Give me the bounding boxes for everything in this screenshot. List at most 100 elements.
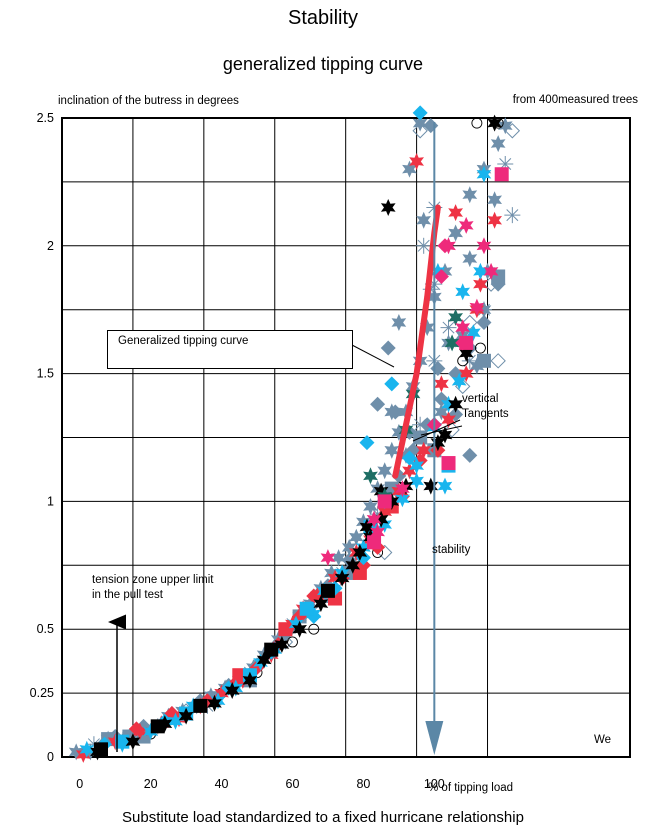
data-point — [412, 105, 428, 121]
data-point — [313, 595, 329, 613]
data-point — [75, 745, 91, 763]
data-point — [430, 262, 446, 280]
data-point — [308, 623, 320, 635]
data-point — [434, 403, 449, 421]
data-point — [306, 588, 322, 604]
y-tick-label: 0.5 — [37, 622, 54, 636]
generalized-tipping-curve-callout: Generalized tipping curve — [107, 330, 353, 369]
data-point — [193, 698, 208, 713]
y-tick-label: 2 — [47, 239, 54, 253]
data-point — [334, 569, 350, 587]
data-point — [434, 375, 449, 393]
data-point — [299, 601, 314, 616]
data-point — [370, 396, 386, 412]
data-point — [292, 620, 307, 638]
data-point — [264, 642, 279, 657]
data-point — [433, 268, 449, 284]
data-point — [380, 340, 396, 356]
data-point — [473, 262, 488, 280]
data-point — [466, 324, 481, 342]
data-point — [402, 450, 418, 466]
data-point — [224, 682, 240, 699]
data-point — [487, 191, 502, 209]
data-point — [168, 712, 183, 730]
data-point — [79, 740, 95, 758]
x-tick-label: 20 — [144, 777, 158, 791]
data-point — [437, 262, 453, 280]
plot-frame — [61, 117, 631, 758]
data-point — [356, 513, 371, 531]
data-point — [359, 518, 375, 536]
data-point — [150, 719, 165, 734]
data-point — [331, 549, 346, 567]
data-point — [490, 135, 506, 153]
data-point — [458, 365, 474, 383]
data-point — [430, 434, 446, 452]
data-point — [185, 697, 201, 715]
x-tick-label: 60 — [286, 777, 300, 791]
data-point — [504, 207, 521, 224]
vertical-tangents-label: vertical Tangents — [462, 393, 509, 420]
data-point — [373, 510, 389, 528]
data-point — [504, 123, 521, 139]
data-point — [437, 477, 453, 495]
data-point — [356, 538, 371, 556]
data-point — [384, 492, 400, 510]
data-point — [441, 395, 456, 413]
data-point — [242, 671, 258, 689]
data-point — [94, 742, 109, 757]
data-point — [451, 372, 467, 390]
data-point — [440, 319, 457, 336]
chart-title: Stability — [287, 7, 359, 29]
y-tick-label: 0.25 — [30, 686, 54, 700]
data-point — [409, 457, 424, 475]
data-point — [476, 314, 492, 330]
data-point — [207, 694, 222, 712]
x-tick-label: 80 — [356, 777, 370, 791]
data-point — [437, 426, 453, 444]
data-point — [384, 376, 400, 392]
data-point — [128, 721, 144, 737]
data-point — [402, 160, 417, 178]
data-point — [444, 334, 460, 352]
data-point — [458, 344, 474, 362]
data-point — [402, 462, 417, 480]
data-point — [125, 733, 141, 751]
data-point — [107, 733, 123, 751]
grid — [62, 118, 630, 757]
data-point — [412, 123, 428, 139]
data-point — [366, 510, 382, 528]
data-point — [232, 668, 247, 683]
x-tick-label: 0 — [76, 777, 83, 791]
data-point — [256, 651, 272, 669]
tick-labels: 0 20 40 60 80 100 0 0.25 0.5 1 1.5 2 2.5 — [30, 111, 445, 791]
data-point — [363, 498, 378, 515]
data-point — [178, 707, 194, 725]
data-point — [278, 622, 293, 637]
data-point — [462, 186, 478, 204]
data-point — [448, 224, 463, 242]
tangents-leader-1 — [412, 419, 461, 442]
data-point — [377, 503, 392, 521]
data-point — [416, 211, 432, 229]
data-point — [448, 308, 463, 326]
data-point — [341, 538, 357, 556]
data-point — [462, 250, 478, 268]
data-point — [469, 298, 485, 316]
data-point — [387, 404, 403, 420]
data-point — [423, 477, 439, 495]
tree-count-note: from 400measured trees — [512, 94, 638, 106]
data-point — [324, 564, 339, 582]
data-point — [437, 238, 453, 254]
data-point — [320, 583, 335, 598]
data-point — [441, 411, 456, 429]
we-label: We — [594, 734, 612, 746]
data-point — [288, 615, 304, 633]
data-point — [409, 472, 424, 490]
data-point — [377, 494, 392, 509]
data-point — [476, 237, 492, 255]
x-tick-label: 100 — [424, 777, 445, 791]
y-tick-label: 1.5 — [37, 367, 54, 381]
data-point — [415, 237, 432, 254]
